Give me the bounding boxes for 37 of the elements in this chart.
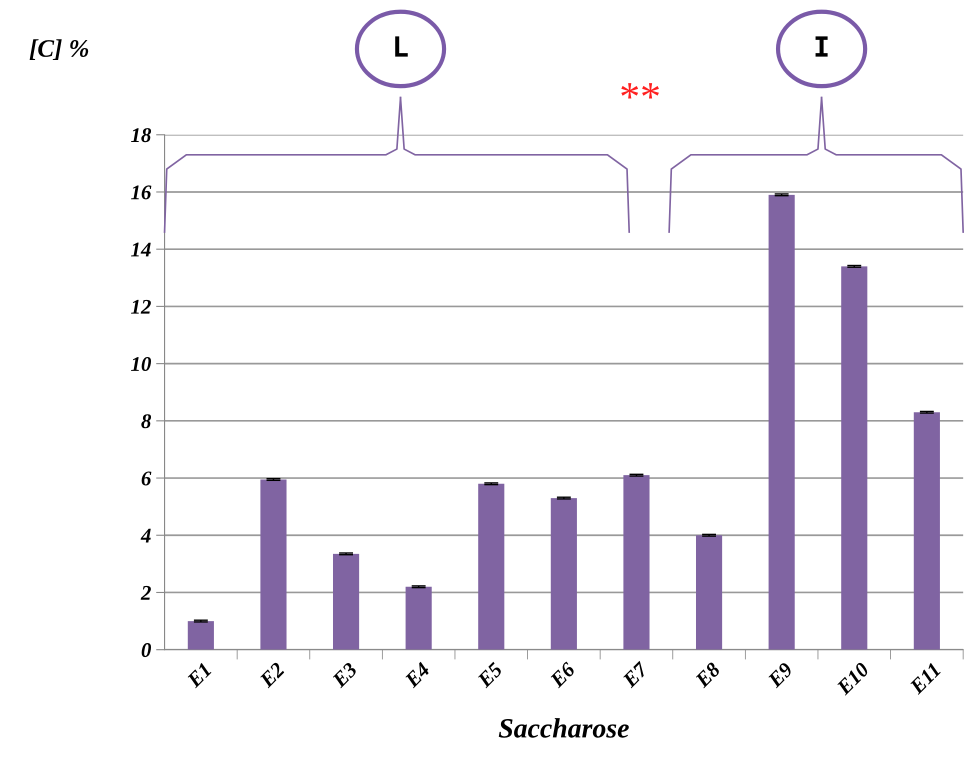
- bar: [841, 266, 868, 650]
- bar: [188, 621, 214, 650]
- text: I: [816, 36, 828, 57]
- bar: [332, 554, 360, 650]
- y-tick-label: 6: [142, 471, 152, 486]
- x-tick-label: E7: [622, 660, 650, 688]
- x-tick-label: E3: [331, 662, 358, 688]
- text: **: [621, 83, 659, 98]
- x-tick-label: E5: [476, 662, 504, 688]
- y-tick-label: 0: [142, 643, 151, 658]
- bar: [260, 479, 287, 650]
- x-tick-label: E9: [766, 662, 794, 688]
- y-tick-label: 14: [131, 242, 151, 256]
- y-tick-label: 10: [131, 356, 151, 372]
- bar: [406, 586, 432, 650]
- y-tick-label: 18: [131, 128, 152, 142]
- bar: [478, 484, 504, 650]
- x-tick-label: E6: [548, 661, 576, 688]
- y-tick-label: 2: [140, 586, 151, 600]
- bar: [768, 194, 795, 650]
- x-tick-label: E11: [908, 662, 941, 695]
- text: L: [395, 36, 408, 57]
- x-tick-label: E2: [258, 662, 286, 688]
- x-tick-label: E1: [186, 662, 212, 688]
- y-axis-title: [C] %: [30, 39, 88, 60]
- y-tick-label: 16: [131, 185, 152, 200]
- bar: [914, 412, 940, 650]
- y-tick-label: 4: [140, 528, 151, 542]
- bar: [623, 475, 650, 650]
- y-tick-label: 12: [131, 300, 151, 314]
- x-tick-label: E8: [694, 661, 722, 688]
- bar: [696, 535, 722, 650]
- x-axis-title: Saccharose: [498, 718, 629, 738]
- x-tick-label: E4: [404, 662, 430, 688]
- x-tick-label: E10: [836, 661, 870, 696]
- y-tick-label: 8: [141, 414, 152, 428]
- bar: [550, 498, 577, 650]
